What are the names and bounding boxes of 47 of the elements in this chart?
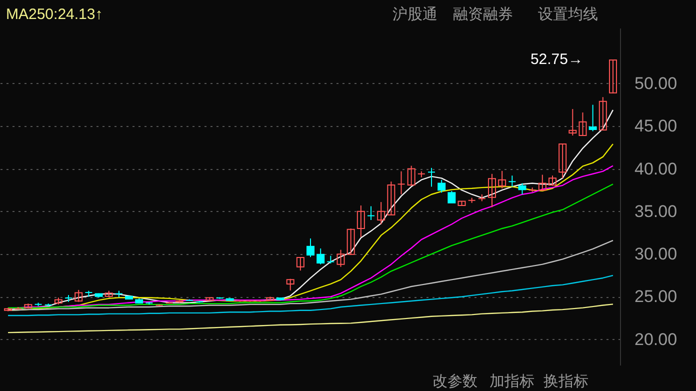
candlestick [387, 181, 396, 216]
y-tick-label: 30.00 [634, 244, 678, 264]
candlestick [74, 289, 83, 302]
candlestick [448, 190, 456, 204]
candlestick [588, 104, 597, 132]
candlestick [296, 257, 304, 272]
candlestick [367, 206, 375, 220]
y-tick-label: 20.00 [634, 330, 678, 349]
candlestick [438, 179, 446, 194]
text: 加指标 [490, 373, 534, 390]
candlestick [488, 173, 496, 208]
y-tick-label: 25.00 [634, 287, 678, 306]
text: 设置均线 [538, 6, 598, 23]
y-tick-label: 40.00 [634, 159, 678, 178]
line-series [7, 240, 614, 311]
candlestick [336, 249, 345, 268]
y-tick-label: 50.00 [634, 74, 678, 93]
candlestick [407, 165, 416, 186]
candlestick [568, 108, 577, 136]
candlestick [427, 167, 436, 188]
y-tick-label: 35.00 [634, 202, 678, 221]
line-series [7, 274, 614, 316]
candlestick [548, 175, 556, 186]
candlestick [498, 170, 506, 189]
candlestick [316, 248, 325, 265]
y-tick-label: 45.00 [634, 116, 678, 136]
candlestick [346, 228, 355, 256]
candlestick [558, 144, 567, 179]
candlestick [356, 204, 365, 238]
candlestick [608, 59, 617, 94]
candlestick [377, 202, 386, 225]
text: 沪股通 [392, 6, 438, 23]
text: MA250:24.13↑ [6, 6, 103, 23]
line-series [7, 304, 614, 334]
candlestick [538, 174, 546, 192]
candlestick [598, 96, 607, 130]
candlestick [397, 170, 406, 195]
candlestick [518, 182, 526, 195]
text: 改参数 [432, 373, 478, 390]
annotation: 52.75→ [530, 51, 583, 68]
candlestick [286, 278, 294, 291]
candlestick [306, 238, 315, 258]
candlestick [508, 175, 516, 188]
line-series [7, 109, 614, 310]
text: 融资融券 [453, 6, 513, 23]
candlestick [578, 112, 587, 136]
text: 换指标 [544, 373, 588, 390]
